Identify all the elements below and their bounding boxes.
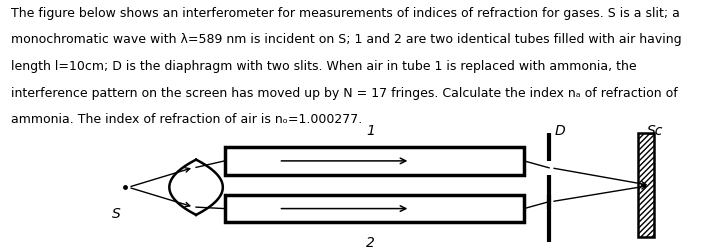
Bar (225, 148, 524, 175)
Bar (225, 195, 524, 222)
Text: Sc: Sc (647, 124, 664, 138)
Text: interference pattern on the screen has moved up by N = 17 fringes. Calculate the: interference pattern on the screen has m… (11, 86, 677, 99)
Text: The figure below shows an interferometer for measurements of indices of refracti: The figure below shows an interferometer… (11, 7, 679, 20)
Text: S: S (112, 206, 120, 220)
Text: 2: 2 (366, 235, 375, 249)
Text: ammonia. The index of refraction of air is nₒ=1.000277.: ammonia. The index of refraction of air … (11, 113, 362, 126)
Text: 1: 1 (366, 124, 375, 138)
Bar (638, 134, 654, 238)
Text: length l=10cm; D is the diaphragm with two slits. When air in tube 1 is replaced: length l=10cm; D is the diaphragm with t… (11, 60, 636, 73)
Text: D: D (555, 124, 565, 138)
Text: monochromatic wave with λ=589 nm is incident on S; 1 and 2 are two identical tub: monochromatic wave with λ=589 nm is inci… (11, 33, 682, 46)
